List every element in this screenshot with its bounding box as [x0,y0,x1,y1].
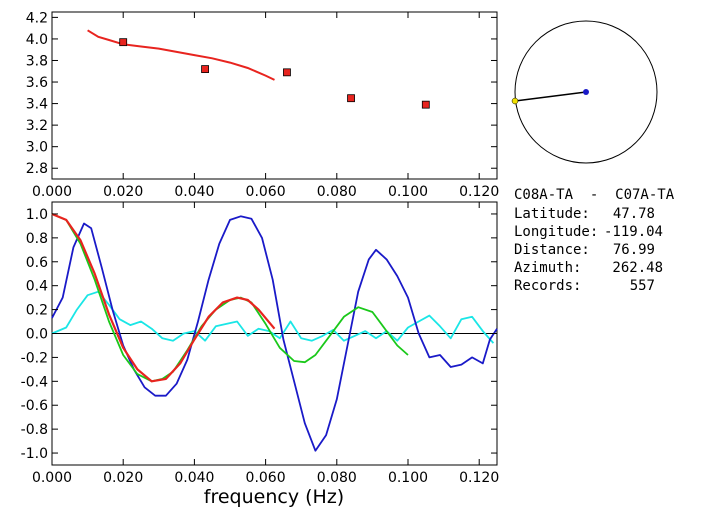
bottom-x-tick-label: 0.020 [103,470,143,486]
bottom-y-tick-label: -0.6 [21,398,48,414]
bottom-x-tick-label: 0.000 [32,470,72,486]
bottom-y-tick-label: 0.8 [26,231,48,247]
dispersion-curve [87,29,275,81]
longitude-value: -119.04 [604,224,663,240]
bottom-y-tick-label: -0.2 [21,350,48,366]
dispersion-panel: 0.000 0.020 0.040 0.060 0.080 0.100 0.120 2.8 3.… [26,10,500,200]
latitude-label: Latitude: [514,206,590,222]
bottom-x-tick-label: 0.120 [459,470,499,486]
spectrum-ticks: 0.000 0.020 0.040 0.060 0.080 0.100 0.120 1.0 0.… [21,202,499,486]
azimuth-label: Azimuth: [514,260,581,276]
dispersion-plot-frame [51,11,498,180]
azimuth-line [514,91,587,102]
azimuth-value: 262.48 [612,260,663,276]
distance-value: 76.99 [613,242,655,258]
bottom-y-tick-label: 0.0 [26,327,48,343]
x-axis-label: frequency (Hz) [204,486,344,508]
top-x-tick-label: 0.080 [317,184,357,200]
dispersion-point [119,38,128,47]
dispersion-point [283,68,291,77]
azimuth-end-dot [511,97,519,105]
top-y-tick-label: 3.2 [26,118,48,134]
dispersion-point [421,100,430,109]
dispersion-ticks: 0.000 0.020 0.040 0.060 0.080 0.100 0.120 2.8 3.… [26,10,500,200]
spectrum-series-line [51,213,409,383]
azimuth-compass [511,20,658,164]
top-x-tick-label: 0.100 [388,184,428,200]
station-pair: C08A-TA - C07A-TA [514,187,675,203]
spectrum-panel: 0.000 0.020 0.040 0.060 0.080 0.100 0.120 1.0 0.… [21,201,499,508]
top-y-tick-label: 3.6 [26,75,48,91]
top-y-tick-label: 3.0 [26,140,48,156]
bottom-y-tick-label: -1.0 [21,446,48,462]
bottom-y-tick-label: -0.4 [21,374,48,390]
spectrum-series [51,212,498,452]
top-y-tick-label: 3.4 [26,97,48,113]
top-x-tick-label: 0.020 [103,184,143,200]
top-y-tick-label: 4.0 [26,32,48,48]
bottom-y-tick-label: 1.0 [26,207,48,223]
bottom-y-tick-label: 0.2 [26,303,48,319]
compass-circle [514,20,658,164]
dispersion-point [201,65,209,74]
bottom-x-tick-label: 0.100 [388,470,428,486]
records-value: 557 [630,278,655,294]
compass-center-dot [583,89,589,95]
distance-label: Distance: [514,242,590,258]
top-x-tick-label: 0.120 [459,184,499,200]
top-y-tick-label: 2.8 [26,161,48,177]
top-x-tick-label: 0.000 [32,184,72,200]
top-y-tick-label: 3.8 [26,53,48,69]
latitude-value: 47.78 [613,206,655,222]
bottom-x-tick-label: 0.060 [246,470,286,486]
records-label: Records: [514,278,581,294]
longitude-label: Longitude: [514,224,598,240]
bottom-x-tick-label: 0.040 [174,470,214,486]
top-x-tick-label: 0.060 [246,184,286,200]
spectrum-series-line [51,290,495,344]
bottom-y-tick-label: 0.6 [26,255,48,271]
top-y-tick-label: 4.2 [26,10,48,26]
bottom-x-tick-label: 0.080 [317,470,357,486]
dispersion-point [347,94,355,103]
top-x-tick-label: 0.040 [174,184,214,200]
bottom-y-tick-label: 0.4 [26,279,48,295]
bottom-y-tick-label: -0.8 [21,422,48,438]
dispersion-points [119,38,430,109]
spectrum-series-line [51,212,276,383]
station-info: C08A-TA - C07A-TA Latitude: 47.78 Longit… [514,187,675,294]
